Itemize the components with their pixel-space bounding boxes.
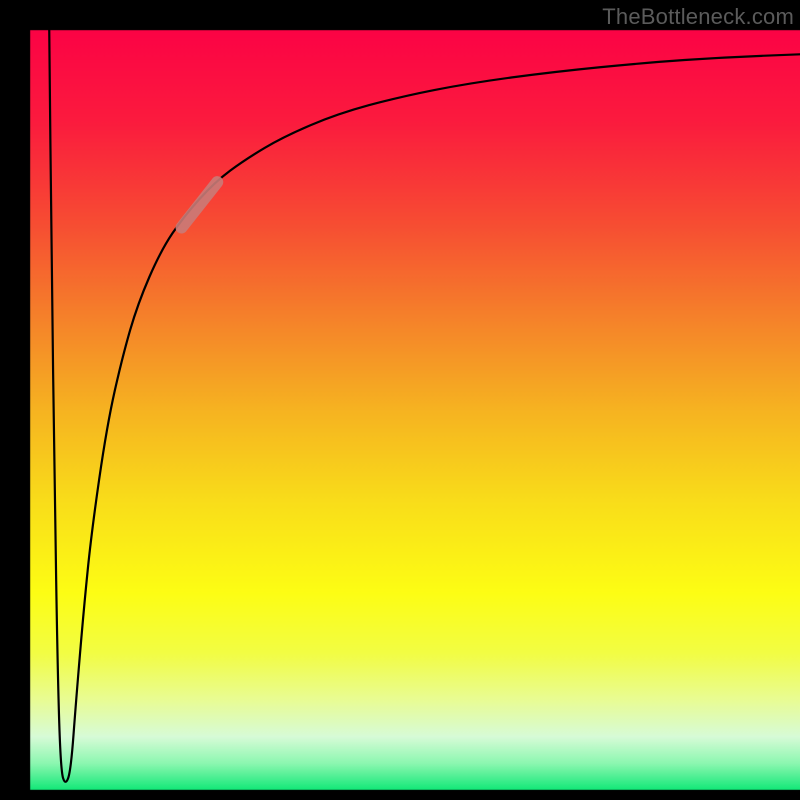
highlight-marker <box>182 182 218 227</box>
curve-layer <box>0 0 800 800</box>
attribution-text: TheBottleneck.com <box>602 4 794 30</box>
bottleneck-curve <box>49 30 800 782</box>
chart-container: TheBottleneck.com <box>0 0 800 800</box>
